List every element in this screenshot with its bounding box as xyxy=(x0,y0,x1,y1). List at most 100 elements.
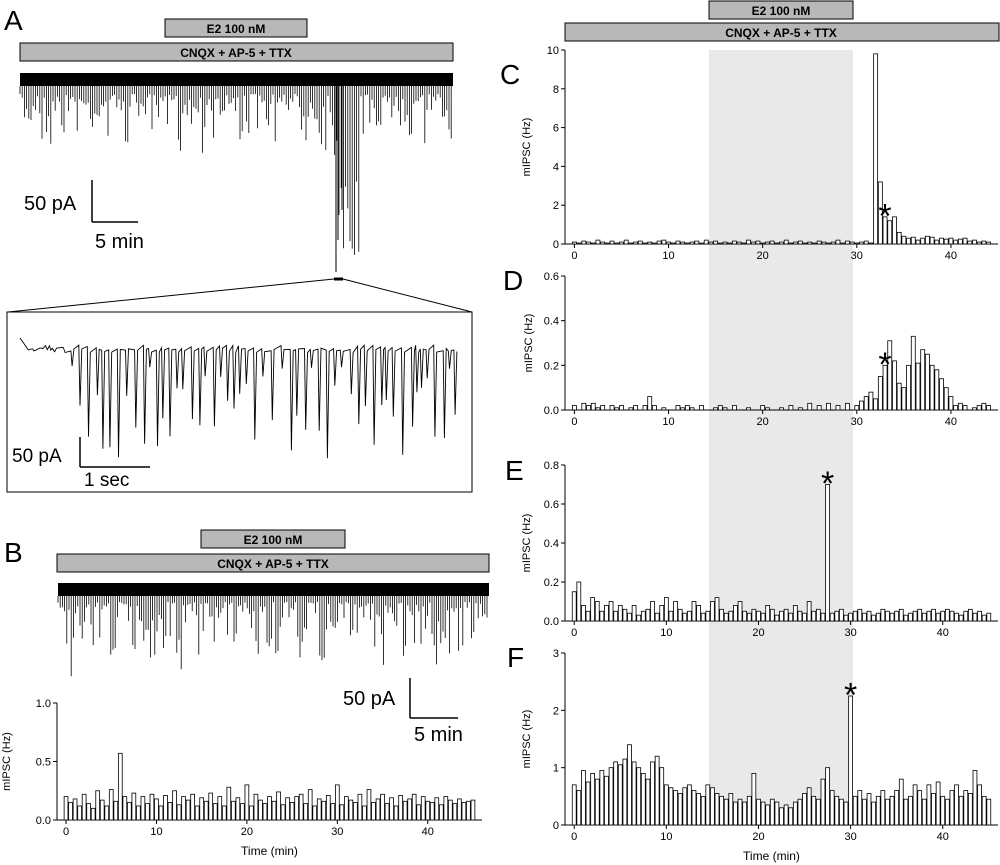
bar-e xyxy=(742,610,748,622)
bar-d xyxy=(882,364,888,411)
bar-c xyxy=(675,240,681,245)
significance-star-f: * xyxy=(844,677,857,715)
bar-b xyxy=(321,800,327,821)
bar-d xyxy=(717,405,723,411)
bar-b xyxy=(330,803,336,821)
bar-d xyxy=(877,376,883,411)
bar-e xyxy=(728,610,734,622)
bar-b xyxy=(167,802,173,821)
bar-e xyxy=(617,605,623,622)
bar-f xyxy=(769,798,775,826)
bar-e xyxy=(797,610,803,622)
x-tick-label-e: 30 xyxy=(844,627,856,639)
bar-b xyxy=(285,797,290,821)
bar-c xyxy=(783,239,789,245)
bar-b xyxy=(249,805,254,821)
bar-b xyxy=(452,803,458,821)
x-tick-label-e: 20 xyxy=(752,627,764,639)
bar-b xyxy=(307,789,313,821)
bar-b xyxy=(425,800,431,821)
bar-c xyxy=(628,242,634,245)
bar-b xyxy=(72,798,78,821)
x-tick-label-e: 0 xyxy=(571,627,577,639)
bar-d xyxy=(929,364,935,411)
bar-c xyxy=(854,242,860,245)
bar-f xyxy=(599,770,605,826)
bar-c xyxy=(802,242,808,245)
bar-e xyxy=(977,610,982,622)
bar-e xyxy=(714,597,720,622)
bar-b xyxy=(90,807,96,821)
bar-e xyxy=(779,610,784,622)
bar-e xyxy=(852,610,858,622)
bar-e xyxy=(839,608,844,622)
bar-e xyxy=(769,608,775,622)
bar-b xyxy=(253,793,259,821)
bar-d xyxy=(684,405,690,411)
bar-f xyxy=(627,744,632,826)
bar-b xyxy=(402,800,408,821)
panel-label-f: F xyxy=(507,642,524,673)
y-tick-label-b: 0.0 xyxy=(36,815,51,827)
bar-e xyxy=(654,612,660,622)
bar-f xyxy=(871,801,876,826)
bar-d xyxy=(581,402,587,411)
scale-bar-a xyxy=(91,180,138,223)
bar-c xyxy=(708,241,714,245)
bar-b xyxy=(212,803,218,821)
bar-b xyxy=(362,805,367,821)
bar-b xyxy=(298,793,304,821)
bar-f xyxy=(700,795,706,826)
bar-b xyxy=(371,802,376,821)
histogram-b: 0.0 0.5 1.0 0 10 20 30 40 mIPSC (Hz) Time (min) xyxy=(1,698,482,858)
bar-b xyxy=(420,796,426,821)
bar-f xyxy=(733,801,738,826)
bar-c xyxy=(604,242,610,245)
significance-star-e: * xyxy=(821,465,834,503)
bar-f xyxy=(737,798,743,826)
bar-b xyxy=(149,793,155,821)
bar-b xyxy=(185,799,191,821)
bar-f xyxy=(977,784,982,826)
bar-e xyxy=(576,581,582,622)
bar-e xyxy=(802,612,807,622)
bar-e xyxy=(756,610,761,622)
bar-d xyxy=(934,369,940,411)
y-tick-label-d: 0.0 xyxy=(544,405,559,417)
bar-d xyxy=(680,407,686,411)
bar-b xyxy=(68,802,73,821)
y-axis-label-d: mIPSC (Hz) xyxy=(523,314,535,373)
bar-c xyxy=(957,238,963,245)
bar-e xyxy=(940,610,946,622)
bar-b xyxy=(258,799,263,821)
bar-f xyxy=(723,798,729,826)
bar-f xyxy=(926,784,932,826)
bar-c xyxy=(746,239,751,245)
bar-f xyxy=(760,801,766,826)
bar-e xyxy=(912,610,918,622)
scale-bar-a-inset xyxy=(79,437,150,468)
bar-f xyxy=(958,795,964,826)
bar-f xyxy=(673,790,678,826)
trace-b-baseline xyxy=(58,583,489,596)
bar-d xyxy=(854,405,860,411)
bar-e xyxy=(958,614,964,622)
bar-f xyxy=(783,804,789,826)
bar-e xyxy=(622,608,628,622)
bar-e xyxy=(719,608,724,622)
bar-c xyxy=(868,242,874,245)
bar-f xyxy=(585,781,591,826)
bar-c xyxy=(887,220,893,245)
bar-f xyxy=(848,695,853,826)
scale-label-a-amp: 50 pA xyxy=(24,193,77,215)
bar-b xyxy=(325,795,331,821)
bar-f xyxy=(839,798,844,826)
bar-e xyxy=(875,612,881,622)
bar-f xyxy=(774,801,780,826)
bar-b xyxy=(289,802,295,821)
bar-b xyxy=(117,752,123,821)
bar-c xyxy=(652,242,657,245)
panel-label-a: A xyxy=(4,5,23,36)
bar-b xyxy=(267,796,272,821)
bar-f xyxy=(576,790,582,826)
